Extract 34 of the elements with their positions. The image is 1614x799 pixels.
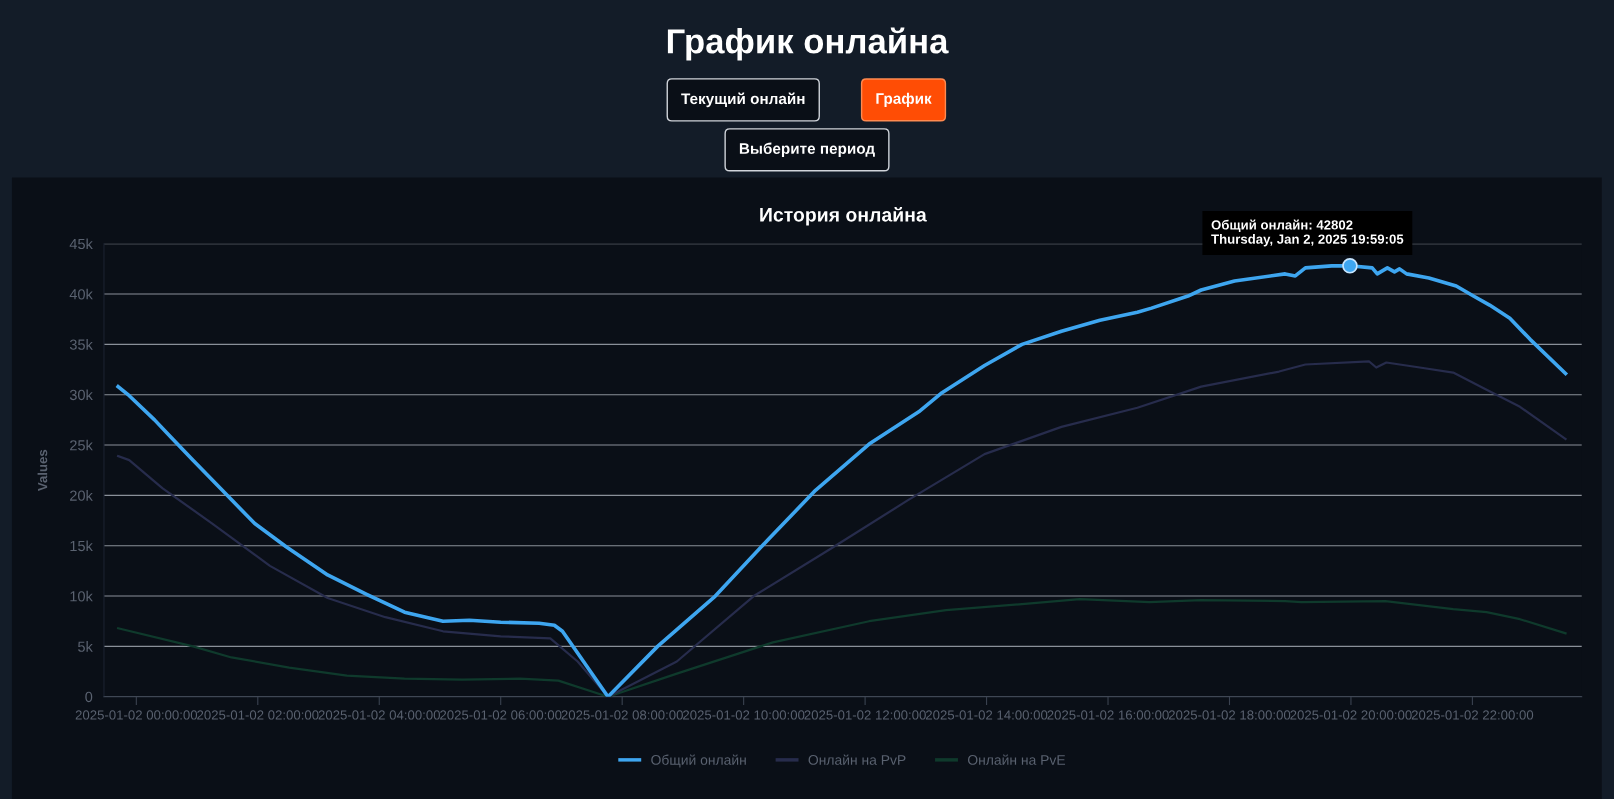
x-tick-label: 2025-01-02 16:00:00	[1047, 710, 1169, 720]
x-tick-label: 2025-01-02 12:00:00	[804, 710, 926, 720]
y-tick-label: 40k	[69, 288, 93, 300]
chart-title: График онлайна	[667, 27, 949, 61]
x-tick-label: 2025-01-02 22:00:00	[1411, 710, 1534, 720]
y-tick-label: 30k	[69, 389, 93, 401]
x-tick-label: 2025-01-02 18:00:00	[1168, 710, 1291, 720]
legend-label: Онлайн на PvP	[808, 754, 906, 765]
x-tick-label: 2025-01-02 02:00:00	[197, 710, 319, 720]
y-tick-label: 45k	[69, 238, 93, 250]
annotation: Общий онлайн: 42802 Thursday, Jan 2, 2025 19:59:05	[1211, 219, 1404, 247]
text: График	[876, 92, 932, 107]
chart-subtitle: История онлайна	[760, 207, 927, 226]
legend-label: Онлайн на PvE	[967, 754, 1066, 765]
y-tick-label: 15k	[70, 540, 93, 552]
x-tick-label: 2025-01-02 20:00:00	[1290, 710, 1412, 720]
text: Выберите период	[739, 142, 875, 157]
x-tick-label: 2025-01-02 06:00:00	[440, 710, 562, 720]
line-series	[117, 597, 1567, 697]
legend-label: Общий онлайн	[651, 754, 746, 768]
y-tick-label: 25k	[70, 439, 93, 451]
x-tick-label: 2025-01-02 08:00:00	[561, 710, 683, 720]
y-tick-label: 5k	[78, 641, 93, 652]
y-axis-title: Values	[37, 449, 48, 492]
x-tick-label: 2025-01-02 14:00:00	[925, 710, 1048, 720]
text: Текущий онлайн	[681, 92, 805, 108]
y-tick-label: 35k	[69, 339, 93, 350]
y-tick-label: 20k	[70, 490, 93, 501]
x-tick-label: 2025-01-02 00:00:00	[75, 710, 198, 720]
x-tick-label: 2025-01-02 04:00:00	[318, 710, 440, 720]
y-tick-label: 10k	[70, 590, 93, 602]
x-tick-label: 2025-01-02 10:00:00	[683, 710, 805, 720]
line-series	[117, 360, 1567, 697]
y-tick-label: 0	[85, 691, 93, 703]
